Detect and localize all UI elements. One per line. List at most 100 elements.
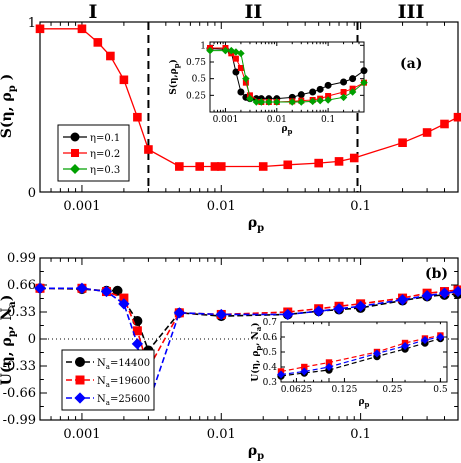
panel-a-legend-marker [71, 149, 79, 157]
panel-b-series-line [40, 287, 459, 371]
panel-a-inset-data-point [257, 98, 266, 106]
panel-b-data-point [313, 305, 325, 317]
panel-a-data-point [334, 157, 344, 166]
panel-b-x-tick-label: 0.01 [207, 427, 236, 442]
panel-b-data-point [396, 294, 409, 306]
panel-b-legend-label-main: N [97, 358, 106, 369]
panel-a-inset-data-point [232, 68, 240, 76]
panel-a-x-tick-label: 0.001 [63, 199, 100, 214]
panel-b-inset-data-point [325, 359, 333, 366]
panel-a-y-axis-label: S(η, ρ [0, 92, 15, 138]
panel-b-legend-marker [75, 357, 85, 367]
panel-b-data-point [119, 293, 129, 303]
panel-a-x-tick-label: 0.1 [350, 199, 371, 214]
panel-b-y-tick-label: 0.66 [7, 278, 36, 293]
panel-b-y-tick-label: -0.66 [3, 386, 36, 401]
panel-a-region-label: II [244, 1, 262, 23]
panel-a-region-label: I [89, 1, 98, 23]
panel-a-y-tick-label: 0 [28, 186, 36, 201]
panel-b-legend-label-sub: a [106, 381, 110, 389]
panel-b-data-point [333, 303, 345, 315]
panel-b-data-point [132, 326, 142, 336]
panel-a-inset-data-point [297, 91, 305, 99]
panel-b-legend-label-main: N [97, 376, 106, 387]
panel-a-data-point [216, 162, 226, 171]
panel-b-data-point [76, 282, 88, 294]
panel-a-x-axis-label: ρ [248, 215, 257, 231]
panel-a-data-point [398, 138, 407, 147]
panel-a-inset-data-point [297, 98, 306, 106]
panel-a-data-point [422, 128, 432, 137]
panel-a-legend: η=0.1 η=0.2 η=0.3 [57, 124, 130, 182]
panel-a-inset-data-point [349, 75, 357, 83]
panel-a-inset-data-point [339, 93, 348, 102]
panel-b-inset-data-point [324, 363, 333, 371]
panel-a-legend-label: η=0.2 [90, 149, 120, 160]
panel-b-y-axis-label-mid: , N [0, 308, 15, 331]
panel-a-inset-data-point [237, 49, 245, 58]
panel-b-inset-data-point [301, 363, 308, 371]
panel-b-inset-y-axis-label: U(η, ρ [250, 351, 261, 382]
panel-a-data-point [93, 38, 103, 47]
panel-a-inset-y-axis-label: S(η,ρ [168, 68, 179, 94]
panel-b-data-point [438, 287, 451, 299]
panel-a-inset-data-point [232, 55, 239, 62]
svg-text:Na=19600: Na=19600 [97, 376, 150, 389]
panel-a-inset-data-point [324, 81, 332, 89]
panel-b-y-axis-label-sub: p [7, 330, 18, 337]
svg-text:ρp: ρp [248, 443, 264, 462]
panel-b-inset-data-point [401, 342, 410, 350]
panel-a-inset-y-axis-label-close: ) [168, 59, 179, 63]
panel-b-chart: 0.001 0.01 0.1 -0.99 -0.66 -0.33 0 0.33 0.66 0.99… [0, 251, 461, 462]
panel-a-inset-data-point [316, 96, 324, 105]
panel-b-y-axis-label-sub2: a [7, 301, 18, 308]
panel-a-inset-y-tick-label: 0.75 [186, 58, 206, 68]
panel-a-inset-x-axis-label-sub: p [288, 127, 293, 136]
panel-a-y-tick-label: 1 [28, 16, 36, 31]
panel-b-x-axis-label: ρ [248, 443, 257, 459]
panel-b-inset-y-tick-label: 0.3 [263, 378, 278, 388]
panel-b-inset-x-tick-label: 0.0625 [281, 385, 313, 395]
panel-b-inset: 0.0625 0.125 0.25 0.50.30.40.50.60.7ρpU(η, … [250, 318, 448, 409]
panel-b-label: (b) [425, 266, 448, 282]
panel-b-inset-data-point [420, 336, 429, 344]
panel-b-data-point [34, 282, 46, 294]
panel-a-inset-data-point [360, 78, 368, 87]
panel-b-y-axis-label: U(η, ρ [0, 337, 15, 385]
panel-a-inset-data-point [308, 97, 317, 106]
panel-a-data-point [349, 153, 359, 163]
panel-b-inset-data-point [300, 367, 309, 376]
panel-a-data-point [77, 24, 87, 34]
panel-a-data-point [133, 112, 142, 122]
panel-b-legend-label-main: N [97, 394, 106, 405]
panel-a-data-point [175, 162, 184, 171]
panel-a-data-point [453, 112, 461, 122]
panel-a-data-point [106, 51, 115, 61]
panel-a-inset-y-tick-label: 0.5 [192, 75, 207, 85]
panel-b-inset-data-point [277, 370, 285, 379]
panel-b-data-point [215, 308, 227, 321]
panel-a-data-point [210, 162, 220, 171]
panel-a-inset-data-point [221, 46, 230, 55]
panel-b-inset-y-tick-label: 0.7 [263, 318, 278, 328]
panel-b-inset-x-tick-label: 0.125 [332, 385, 358, 395]
panel-b-y-tick-label: -0.33 [3, 359, 36, 374]
panel-b-series-2 [34, 282, 461, 410]
panel-a-inset-data-point [237, 88, 245, 96]
panel-a-inset-data-point [242, 74, 250, 83]
panel-b-data-point [100, 285, 113, 298]
svg-text:S(η, ρp ): S(η, ρp ) [0, 74, 18, 138]
panel-b-data-point [452, 285, 461, 298]
panel-a-inset-data-point [324, 96, 332, 104]
panel-a-inset-data-point [316, 85, 324, 93]
panel-a-inset-y-axis-label-sub: p [172, 63, 181, 68]
svg-text:ρp: ρp [248, 215, 264, 234]
panel-a-data-point [195, 162, 204, 171]
panel-a-inset-x-tick-label: 0.01 [267, 115, 287, 125]
svg-text:U(η, ρp, Na): U(η, ρp, Na) [0, 295, 18, 386]
panel-a-x-axis-label-sub: p [257, 223, 264, 234]
panel-b-series-line [40, 287, 459, 407]
